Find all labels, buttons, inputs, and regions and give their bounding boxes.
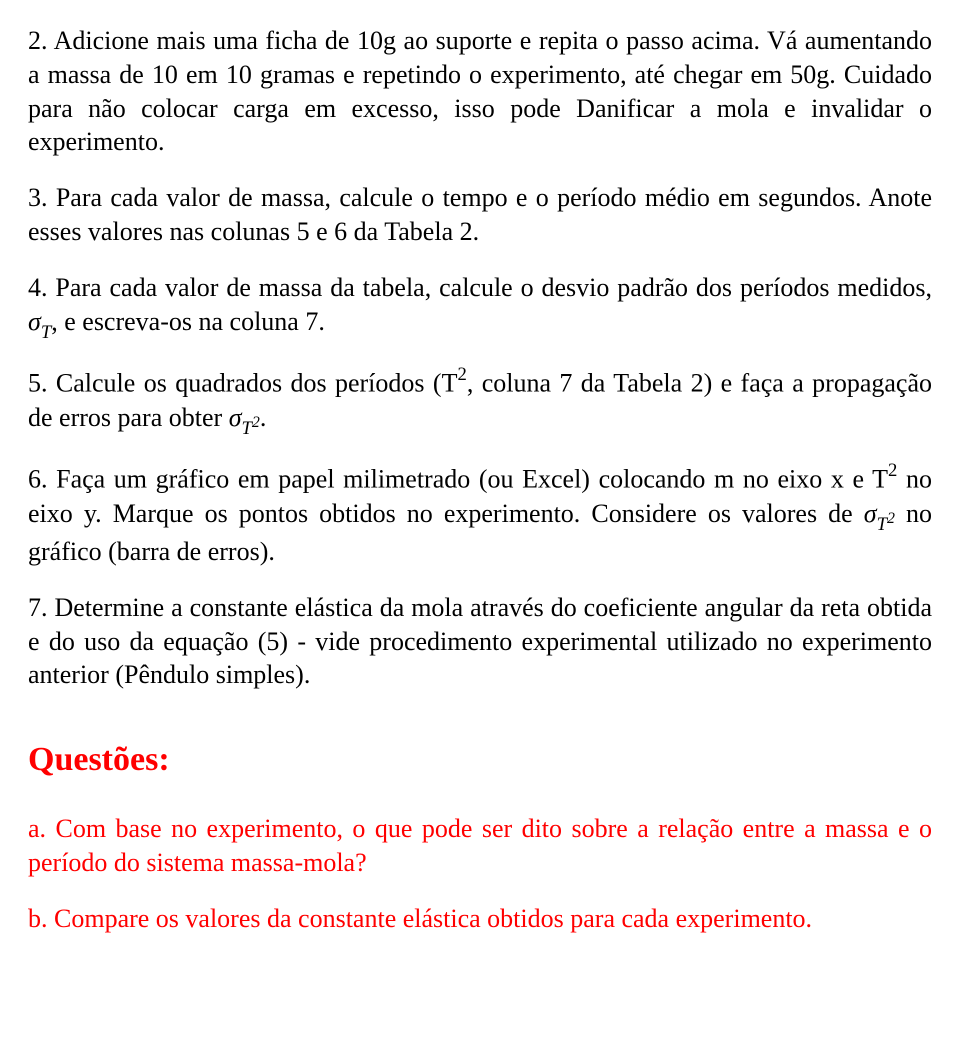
step-3: 3. Para cada valor de massa, calcule o t…	[28, 181, 932, 249]
step-5-text-a: 5. Calcule os quadrados dos períodos (T	[28, 369, 457, 398]
sigma-sub-t2: T2	[242, 418, 260, 439]
t-sup-2: 2	[457, 364, 466, 385]
t-sup-2b: 2	[888, 460, 897, 481]
sigma-symbol-2: σ	[229, 403, 242, 432]
question-a-text: a. Com base no experimento, o que pode s…	[28, 814, 932, 877]
sigma-symbol-3: σ	[864, 499, 877, 528]
step-4-text-a: 4. Para cada valor de massa da tabela, c…	[28, 273, 932, 302]
step-3-text: 3. Para cada valor de massa, calcule o t…	[28, 183, 932, 246]
step-5: 5. Calcule os quadrados dos períodos (T2…	[28, 365, 932, 439]
step-7: 7. Determine a constante elástica da mol…	[28, 591, 932, 692]
step-2-text: 2. Adicione mais uma ficha de 10g ao sup…	[28, 26, 932, 156]
step-2: 2. Adicione mais uma ficha de 10g ao sup…	[28, 24, 932, 159]
step-4: 4. Para cada valor de massa da tabela, c…	[28, 271, 932, 343]
sigma-sub-t: T	[41, 322, 51, 343]
step-4-text-b: , e escreva-os na coluna 7.	[51, 307, 325, 336]
sigma-sub-t2b: T2	[877, 514, 895, 535]
questions-heading-text: Questões:	[28, 741, 170, 778]
questions-heading: Questões:	[28, 738, 932, 782]
step-6-text-a: 6. Faça um gráfico em papel milimetrado …	[28, 465, 888, 494]
question-b: b. Compare os valores da constante elást…	[28, 902, 932, 936]
question-a: a. Com base no experimento, o que pode s…	[28, 812, 932, 880]
step-7-text: 7. Determine a constante elástica da mol…	[28, 593, 932, 690]
step-5-text-c: .	[260, 403, 267, 432]
question-b-text: b. Compare os valores da constante elást…	[28, 904, 812, 933]
step-6: 6. Faça um gráfico em papel milimetrado …	[28, 461, 932, 569]
sigma-symbol: σ	[28, 307, 41, 336]
